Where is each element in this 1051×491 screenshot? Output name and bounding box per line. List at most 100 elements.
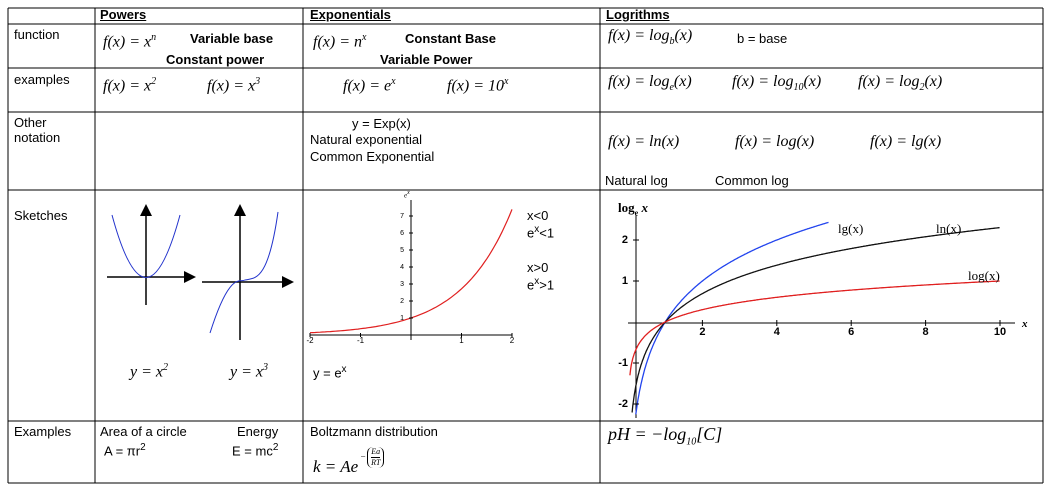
formula-part: x <box>391 76 396 87</box>
formula: f(x) = ex <box>343 73 396 95</box>
formula: f(x) = lg(x) <box>870 133 942 150</box>
row-label: Sketches <box>14 208 68 223</box>
y-tick-label: 2 <box>622 234 628 246</box>
note: x>0 <box>527 260 549 275</box>
y-tick-label: 1 <box>400 315 404 322</box>
y-tick-label: 1 <box>622 275 628 287</box>
x-tick-label: 10 <box>994 326 1006 338</box>
formula: f(x) = x2 <box>103 73 156 95</box>
x-tick-label: 6 <box>848 326 854 338</box>
curve-label: lg(x) <box>838 221 864 236</box>
formula-part: f(x) = log <box>608 73 670 90</box>
x-tick-label: 2 <box>510 336 515 345</box>
column-header: Logrithms <box>606 7 670 22</box>
label-part: e <box>634 208 639 218</box>
column-header: Exponentials <box>310 7 391 22</box>
formula: f(x) = ln(x) <box>608 133 680 150</box>
x-tick-label: -2 <box>306 336 314 345</box>
formula: f(x) = xn <box>103 29 156 51</box>
formula-part: 2 <box>140 442 146 453</box>
caption: y = ex <box>313 362 347 380</box>
ln-curve <box>631 226 1000 413</box>
y-tick-label: -1 <box>618 357 628 369</box>
note: Constant Base <box>405 31 497 46</box>
note-part: e <box>527 277 535 293</box>
formula: f(x) = loge(x) <box>608 73 692 97</box>
exponent: − Ea RT <box>360 447 385 468</box>
lg-curve <box>635 221 829 415</box>
formula-part: k = Ae <box>313 457 359 476</box>
row-label: Examples <box>14 424 72 439</box>
x-tick-label: 2 <box>699 326 705 338</box>
y-tick-label: 6 <box>400 230 404 237</box>
formula-part: (x) <box>674 27 693 44</box>
formula-part: (x) <box>673 73 692 90</box>
formula: f(x) = 10x <box>447 73 508 95</box>
application-formula: pH = −log10[C] <box>608 425 722 452</box>
formula-part: f(x) = log <box>732 73 794 90</box>
formula-part: n <box>151 32 157 43</box>
formula: f(x) = log10(x) <box>732 73 821 97</box>
formula-part: x <box>362 32 367 43</box>
formula-part: f(x) = n <box>313 33 362 51</box>
application: Energy <box>237 424 279 439</box>
formula-part: f(x) = log <box>608 27 670 44</box>
y-tick-label: 5 <box>400 247 404 254</box>
application-formula: k = Ae <box>313 458 358 476</box>
x-tick-label: 8 <box>923 326 929 338</box>
formula-part: 2 <box>151 76 157 87</box>
formula: f(x) = logb(x) <box>608 27 692 51</box>
y-tick-label: 7 <box>400 213 404 220</box>
row-label: Other notation <box>14 115 61 145</box>
notation: Natural exponential <box>310 132 423 147</box>
note-part: x <box>534 224 540 235</box>
formula-part: f(x) = e <box>343 77 392 95</box>
notation: Common Exponential <box>310 149 435 164</box>
formula-part: A = πr <box>104 443 141 459</box>
power-sketches <box>107 204 294 340</box>
note-part: x <box>534 276 540 287</box>
axis-label: loge x <box>618 200 648 221</box>
formula-part: 2 <box>919 82 925 94</box>
exp-sketch <box>309 200 513 340</box>
axis-label: ex <box>404 186 410 203</box>
formula-part: f(x) = x <box>103 33 152 51</box>
application: Boltzmann distribution <box>310 424 438 439</box>
formula-part: b <box>669 36 675 48</box>
row-label: function <box>14 27 60 42</box>
label-part: log <box>618 200 635 215</box>
formula: f(x) = nx <box>313 29 366 51</box>
application-formula: A = πr2 <box>104 440 146 458</box>
fraction: Ea RT <box>367 447 385 468</box>
caption-part: y = e <box>313 365 342 381</box>
caption: y = x2 <box>130 359 168 381</box>
note: ex<1 <box>527 222 554 240</box>
formula-part: f(x) = 10 <box>447 77 504 95</box>
note: Variable base <box>190 31 274 46</box>
formula-part: f(x) = x <box>103 77 152 95</box>
label-part: e <box>404 191 408 200</box>
caption-part: x <box>341 364 347 375</box>
formula: f(x) = x3 <box>207 73 260 95</box>
formula-part: − <box>360 451 367 462</box>
x-tick-label: 4 <box>774 326 781 338</box>
application-formula: E = mc2 <box>232 440 278 458</box>
formula-part: pH = −log <box>608 424 687 444</box>
note: Constant power <box>166 52 265 67</box>
column-header: Powers <box>100 7 147 22</box>
notation: y = Exp(x) <box>352 116 411 131</box>
formula-part: 2 <box>272 442 279 453</box>
curve-label: ln(x) <box>936 221 962 236</box>
note: x<0 <box>527 208 549 223</box>
formula-part: RT <box>371 458 381 467</box>
y-tick-label: 2 <box>400 298 404 305</box>
formula-part: 10 <box>686 436 697 448</box>
formula: f(x) = log(x) <box>735 133 815 150</box>
formula-part: 3 <box>255 76 261 87</box>
formula-part: y = x <box>130 363 163 381</box>
y-tick-label: -2 <box>618 398 628 410</box>
y-tick-label: 3 <box>400 281 404 288</box>
formula-part: e <box>669 82 674 94</box>
